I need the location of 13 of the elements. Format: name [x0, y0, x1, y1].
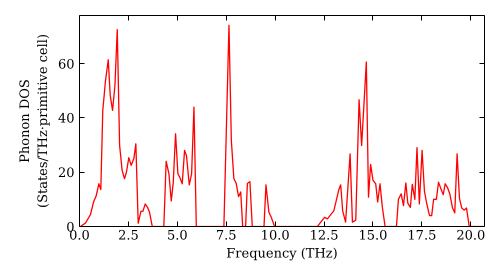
- x-tick-label: 2.5: [118, 228, 139, 244]
- x-tick-label: 12.5: [310, 228, 339, 244]
- x-tick-label: 15.0: [358, 228, 388, 244]
- y-tick-label: 60: [58, 57, 75, 72]
- y-axis-title: Phonon DOS (States/THz·primitive cell): [18, 34, 51, 208]
- x-tick-label: 7.5: [216, 228, 237, 244]
- x-tick-label: 20.0: [456, 228, 486, 244]
- x-tick-label: 10.0: [260, 228, 290, 244]
- y-tick-label: 20: [58, 166, 75, 182]
- x-axis-title: Frequency (THz): [226, 246, 338, 262]
- x-tick-label: 5.0: [166, 228, 188, 244]
- x-tick-label: 17.5: [407, 228, 436, 244]
- y-tick-label: 40: [58, 112, 75, 127]
